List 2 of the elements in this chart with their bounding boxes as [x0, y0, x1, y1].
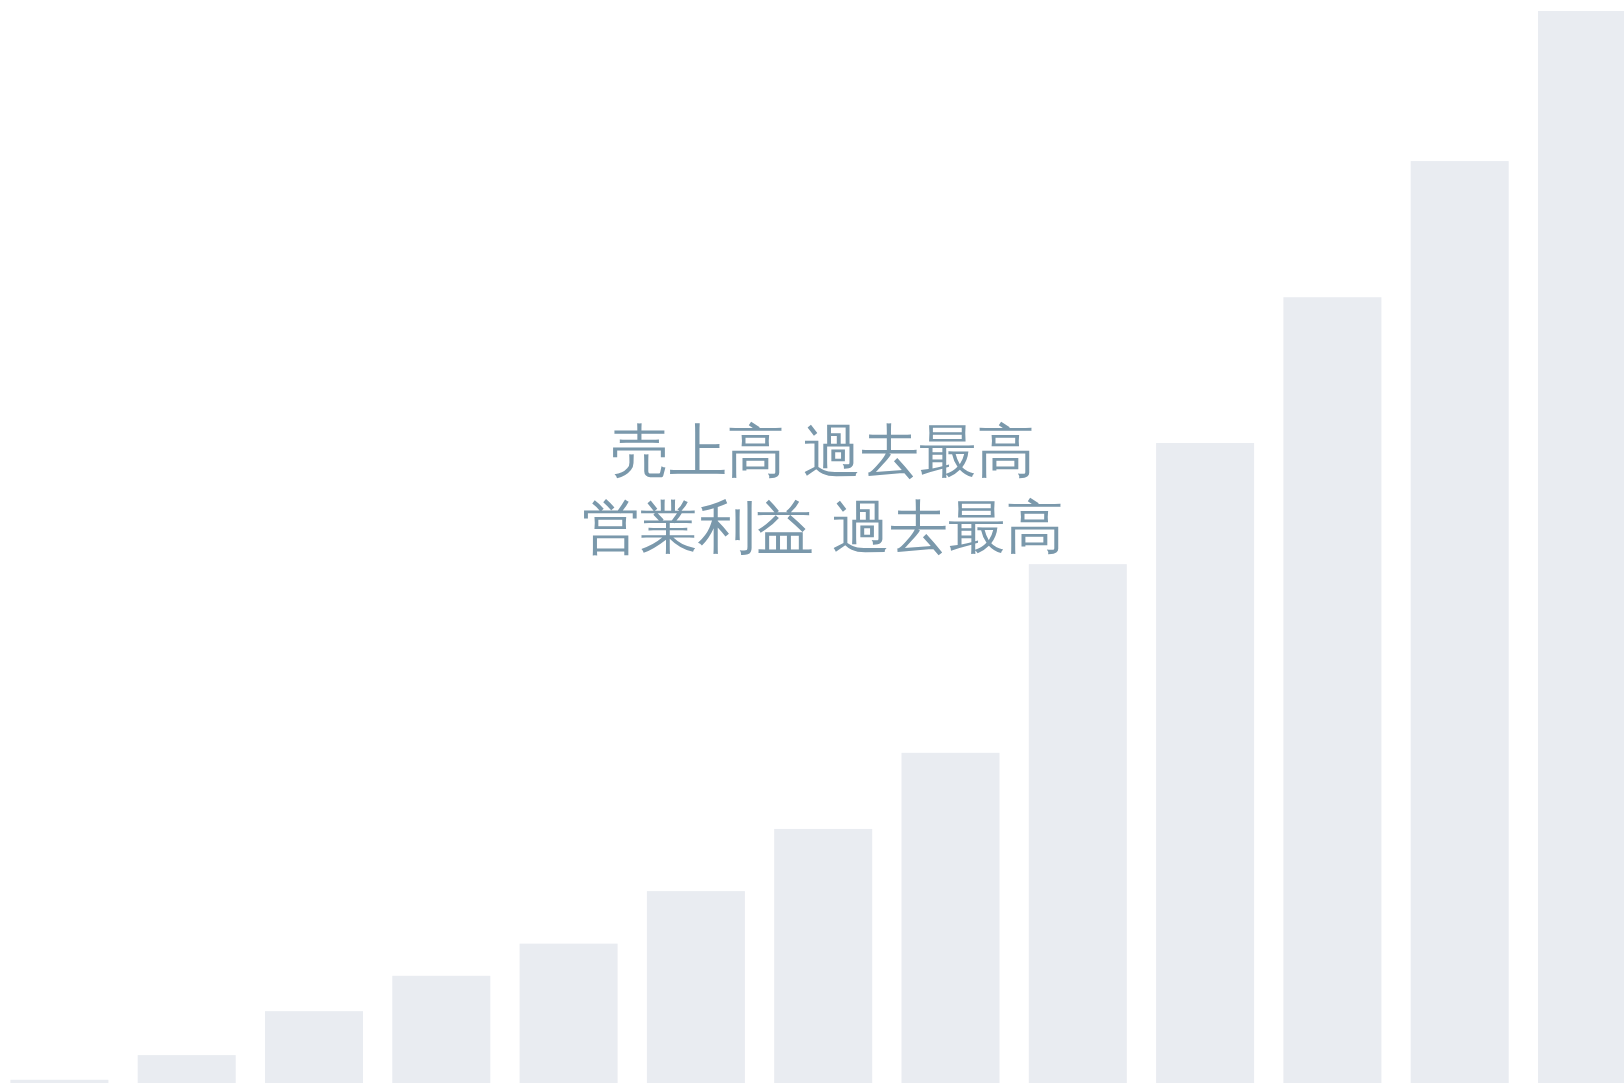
text: 営業利益 過去最高: [581, 493, 1065, 561]
text: 売上高 過去最高: [610, 417, 1036, 485]
